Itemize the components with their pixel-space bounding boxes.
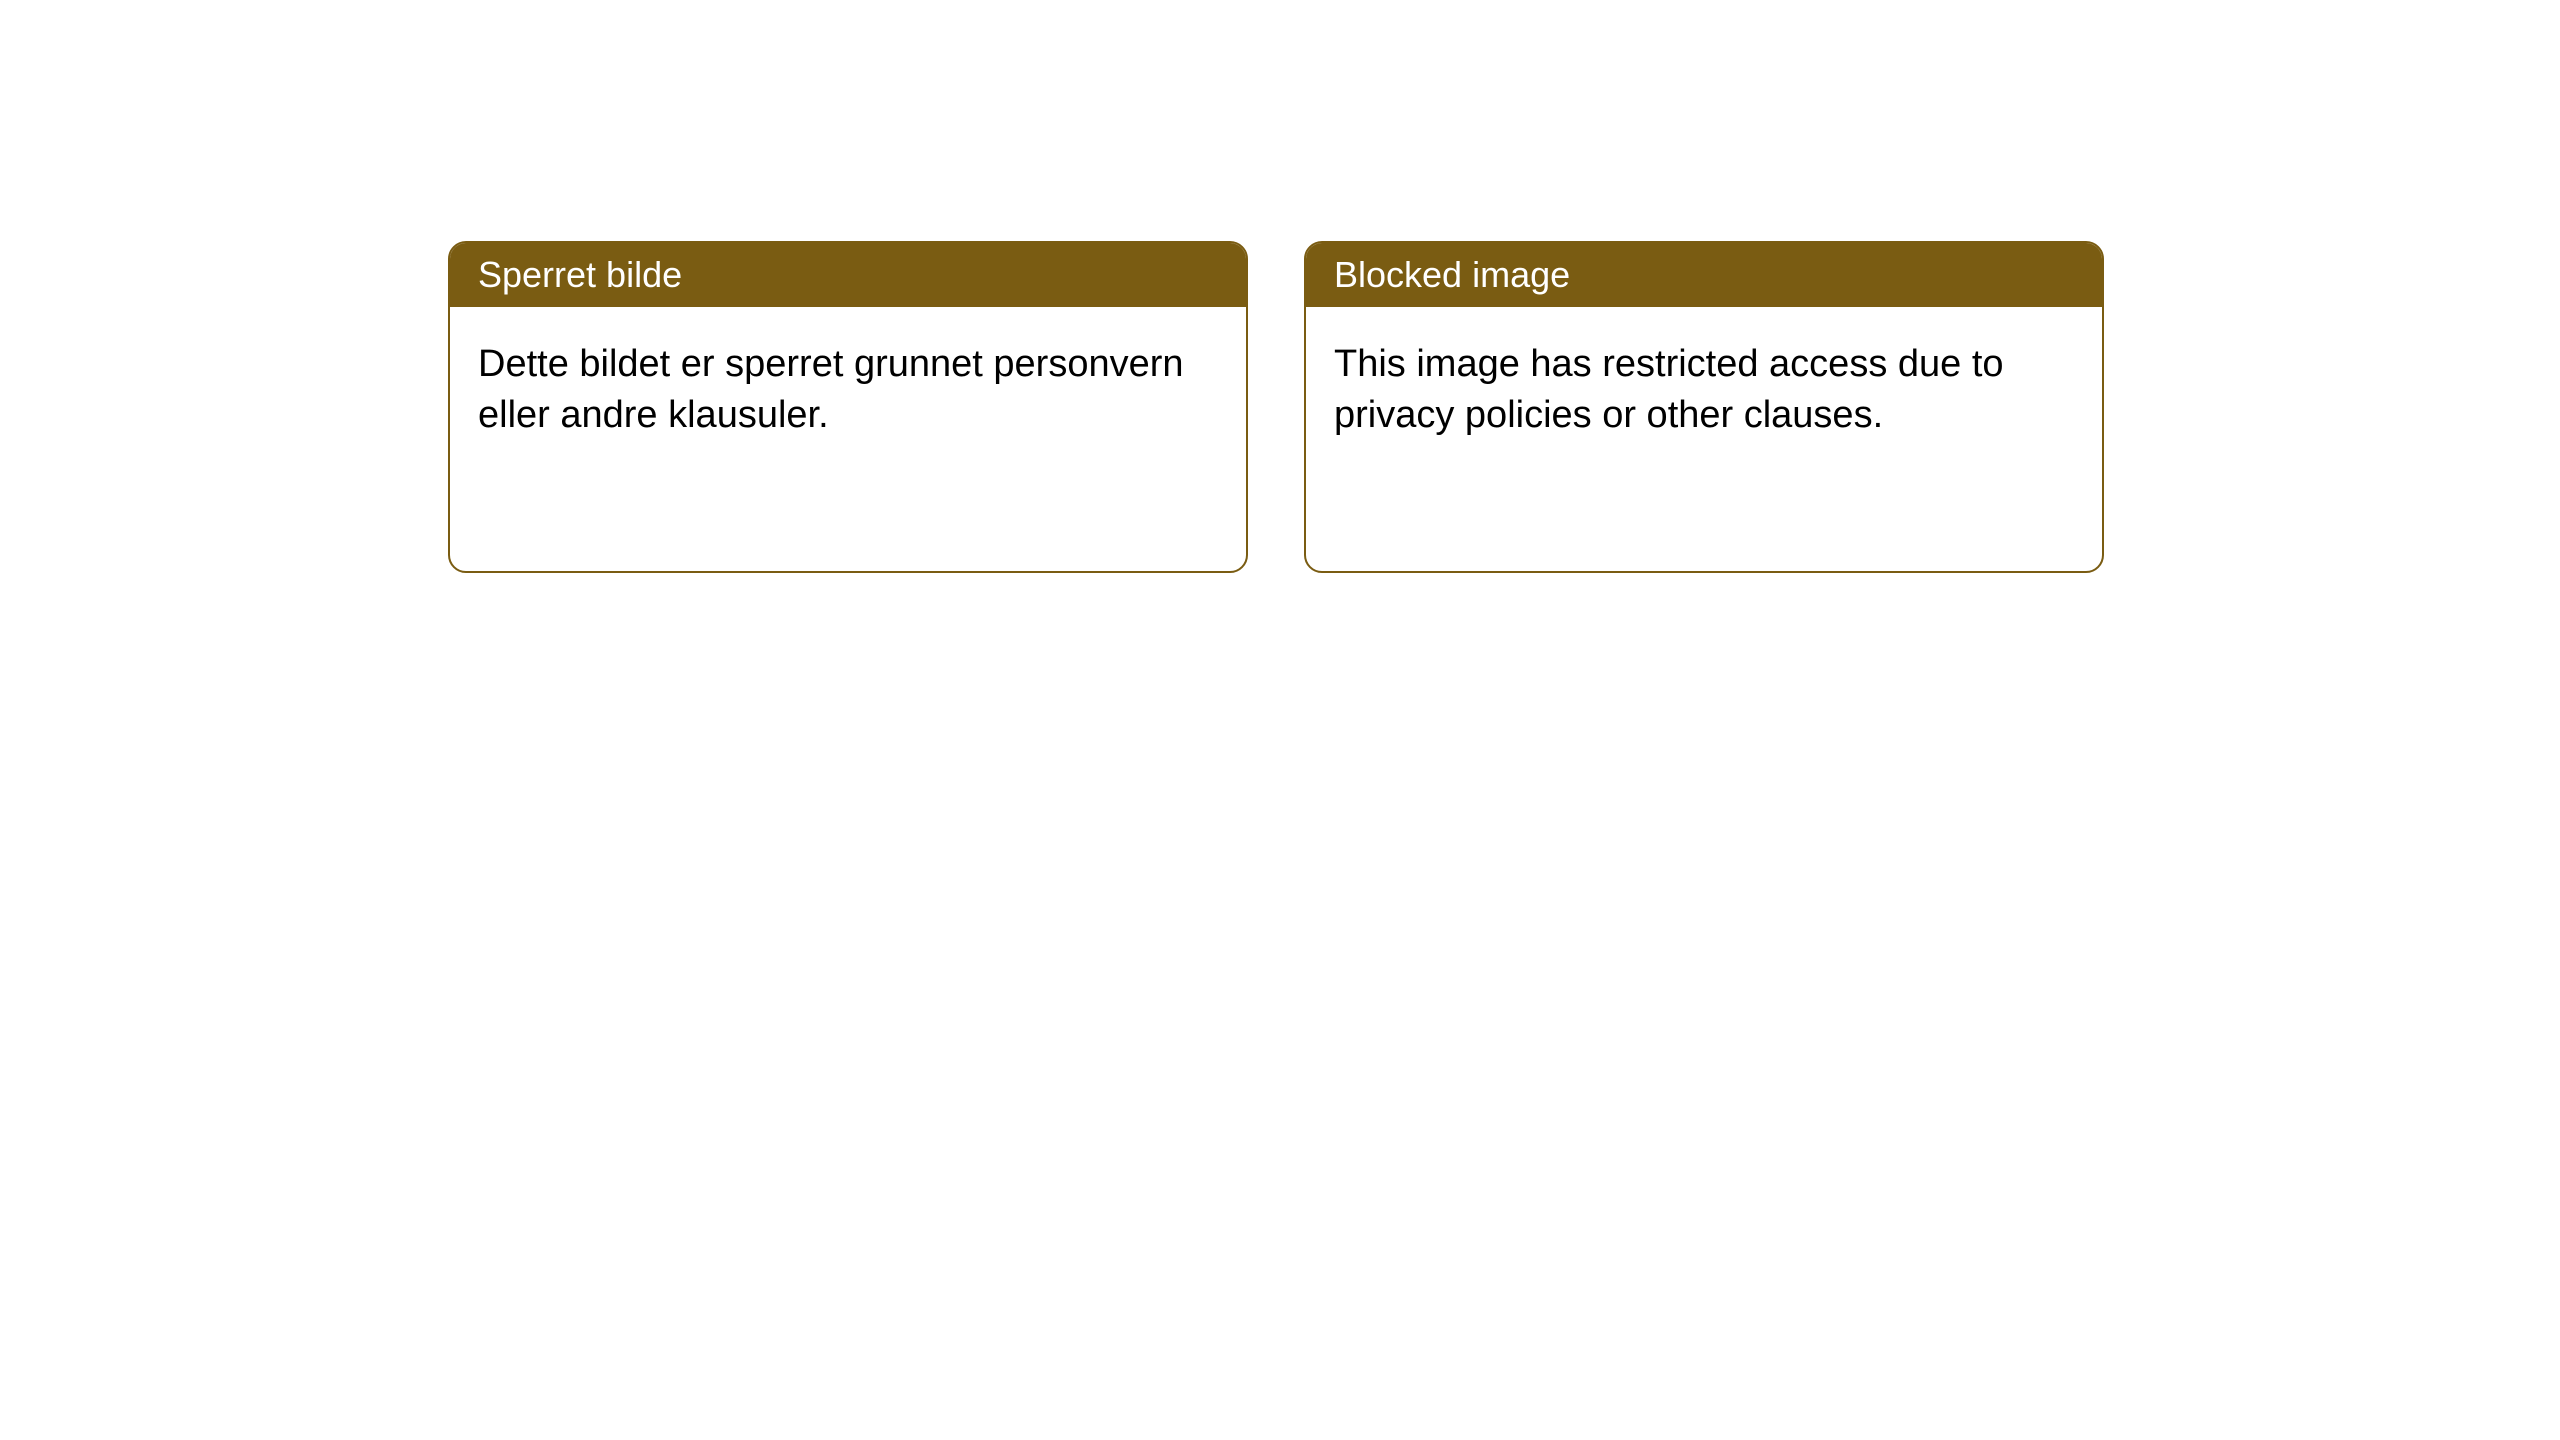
notice-text-en: This image has restricted access due to … [1334,343,2004,436]
notice-text-no: Dette bildet er sperret grunnet personve… [478,343,1184,436]
notice-body-en: This image has restricted access due to … [1306,307,2102,474]
notices-container: Sperret bilde Dette bildet er sperret gr… [0,0,2560,573]
notice-title-no: Sperret bilde [478,254,682,295]
notice-card-no: Sperret bilde Dette bildet er sperret gr… [448,241,1248,573]
notice-card-en: Blocked image This image has restricted … [1304,241,2104,573]
notice-body-no: Dette bildet er sperret grunnet personve… [450,307,1246,474]
notice-header-no: Sperret bilde [450,243,1246,307]
notice-header-en: Blocked image [1306,243,2102,307]
notice-title-en: Blocked image [1334,254,1570,295]
